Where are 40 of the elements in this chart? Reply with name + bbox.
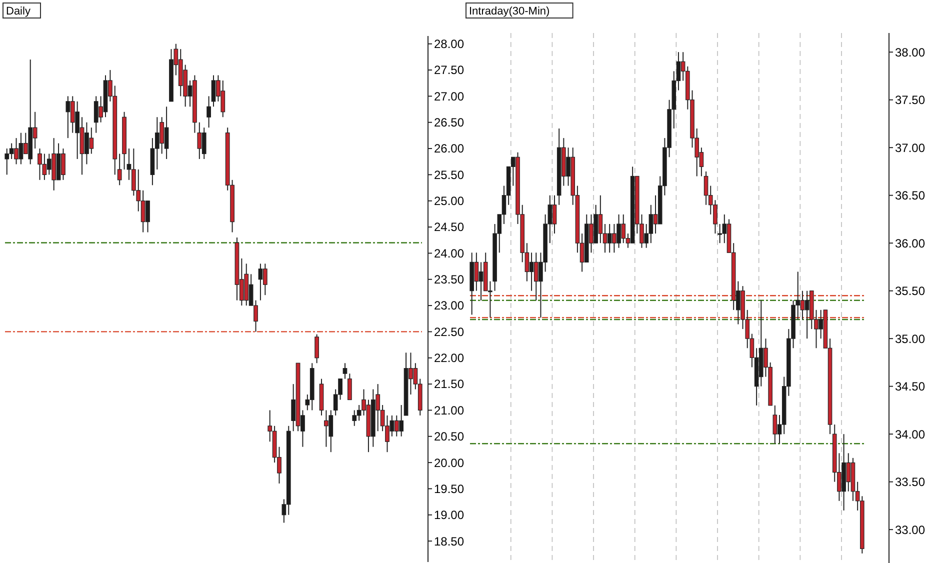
chart-title: Intraday(30-Min) bbox=[469, 6, 550, 18]
y-tick-label: 21.00 bbox=[434, 403, 464, 418]
y-tick-label: 27.00 bbox=[434, 89, 464, 104]
y-tick-label: 33.50 bbox=[895, 475, 926, 490]
y-tick-label: 34.50 bbox=[895, 380, 926, 394]
y-tick-label: 23.00 bbox=[434, 298, 464, 313]
candlestick bbox=[314, 334, 319, 364]
y-tick-label: 23.50 bbox=[434, 272, 464, 287]
y-tick-label: 19.00 bbox=[434, 508, 464, 522]
y-tick-label: 35.00 bbox=[895, 332, 926, 346]
y-tick-label: 25.50 bbox=[434, 168, 464, 182]
y-tick-label: 24.50 bbox=[434, 220, 464, 234]
y-tick-label: 33.00 bbox=[895, 522, 926, 537]
y-tick-label: 20.50 bbox=[434, 430, 464, 444]
y-tick-label: 28.00 bbox=[434, 37, 464, 52]
y-tick-label: 22.50 bbox=[434, 324, 464, 339]
y-tick-label: 24.00 bbox=[434, 246, 464, 260]
y-tick-label: 22.00 bbox=[434, 351, 464, 366]
candlestick bbox=[348, 373, 352, 400]
candlestick bbox=[262, 263, 268, 296]
y-tick-label: 38.00 bbox=[895, 45, 926, 60]
y-tick-label: 36.00 bbox=[895, 236, 926, 250]
y-tick-label: 37.50 bbox=[895, 93, 926, 108]
y-tick-label: 27.50 bbox=[434, 63, 464, 78]
candlestick bbox=[117, 153, 122, 186]
y-tick-label: 25.00 bbox=[434, 194, 464, 208]
y-tick-label: 26.50 bbox=[434, 116, 464, 130]
y-tick-label: 34.00 bbox=[895, 427, 926, 442]
candlestick bbox=[206, 96, 211, 128]
chart-title: Daily bbox=[6, 6, 31, 18]
y-tick-label: 37.00 bbox=[895, 140, 926, 155]
y-tick-label: 20.00 bbox=[434, 456, 464, 470]
y-tick-label: 35.50 bbox=[895, 284, 926, 298]
y-tick-label: 36.50 bbox=[895, 188, 926, 203]
y-tick-label: 19.50 bbox=[434, 482, 464, 496]
y-tick-label: 18.50 bbox=[434, 534, 464, 548]
candlestick bbox=[342, 362, 348, 380]
y-tick-label: 21.50 bbox=[434, 377, 464, 392]
candlestick bbox=[772, 404, 778, 444]
y-tick-label: 26.00 bbox=[434, 142, 464, 156]
